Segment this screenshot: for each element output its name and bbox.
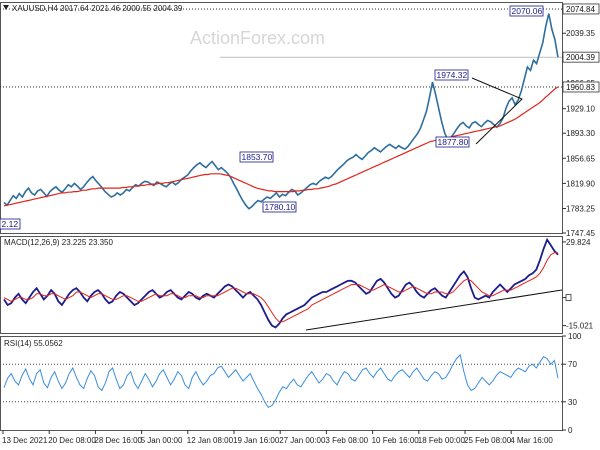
panel-frame-1	[0, 236, 563, 334]
price-y-tick: 1819.90	[562, 179, 595, 188]
rsi-y-tick-label: 70	[568, 360, 577, 369]
macd-trendline	[305, 289, 563, 331]
annotation-box	[0, 218, 21, 230]
x-axis-tick: 28 Dec 16:00	[94, 430, 143, 445]
x-axis-tick-label: 20 Dec 08:00	[48, 436, 96, 445]
annotation-box	[239, 151, 274, 163]
level-tag-label: 1960.83	[566, 83, 595, 92]
x-axis-tick-label: 4 Mar 16:00	[510, 436, 553, 445]
x-axis-tick-label: 27 Jan 00:00	[279, 436, 326, 445]
macd-y-tick	[562, 294, 572, 301]
annotation-box	[435, 136, 470, 148]
annotation-label: 2.12	[0, 218, 21, 230]
price-y-tick: 2039.35	[562, 29, 595, 38]
x-axis-tick: 27 Jan 00:00	[279, 430, 326, 445]
price-y-tick: 1856.65	[562, 154, 595, 163]
annotation-label: 1780.10	[262, 201, 297, 213]
annotation-text: 1853.70	[242, 152, 273, 162]
rsi-line	[3, 353, 559, 409]
x-axis-tick: 5 Jan 00:00	[141, 430, 183, 445]
price-y-tick: 1929.10	[562, 105, 595, 114]
rsi-y-tick: 100	[562, 332, 582, 341]
annotation-text: 1877.80	[438, 137, 469, 147]
annotation-label: 1853.70	[239, 151, 274, 163]
annotation-label: 1974.32	[434, 69, 469, 81]
macd-y-tick: -15.021	[562, 322, 594, 331]
panel-frame-0	[0, 2, 563, 234]
x-axis-tick-label: 3 Feb 08:00	[325, 436, 368, 445]
rsi-header: RSI(14) 55.0562	[4, 339, 63, 348]
x-axis-tick: 13 Dec 2021	[2, 430, 48, 445]
x-axis-tick: 12 Jan 08:00	[187, 430, 234, 445]
x-axis-tick-label: 19 Jan 16:00	[233, 436, 280, 445]
macd-y-tick: 29.824	[562, 238, 591, 247]
level-tag-label: 2074.84	[566, 5, 595, 14]
macd-zero-marker	[565, 294, 572, 301]
price-y-tick: 1747.45	[562, 229, 595, 238]
price-y-tick-label: 2039.35	[566, 29, 595, 38]
price-y-tick: 1783.25	[562, 205, 595, 214]
price-y-tick: 1893.30	[562, 129, 595, 138]
moving-average-line	[3, 86, 559, 207]
macd-header: MACD(12,26,9) 23.225 23.350	[4, 238, 114, 247]
level-tag-box	[562, 3, 600, 15]
dropdown-triangle-icon	[3, 5, 9, 10]
rsi-y-tick: 0	[562, 426, 573, 435]
annotation-text: 2.12	[2, 219, 19, 229]
x-axis-tick: 25 Feb 08:00	[464, 430, 512, 445]
price-y-tick-label: 1819.90	[566, 179, 595, 188]
rsi-y-tick: 70	[562, 360, 577, 369]
x-axis-tick: 3 Feb 08:00	[325, 430, 369, 445]
level-tag-box	[562, 51, 600, 63]
x-axis-tick: 20 Dec 08:00	[48, 430, 96, 445]
triangle-pattern	[471, 77, 523, 145]
x-axis-tick-label: 18 Feb 00:00	[418, 436, 466, 445]
price-y-tick-label: 1783.25	[566, 205, 595, 214]
x-axis-tick-label: 10 Feb 16:00	[372, 436, 420, 445]
price-y-tick-label: 1747.45	[566, 229, 595, 238]
macd-y-tick-label: 29.824	[566, 238, 591, 247]
x-axis-tick: 19 Jan 16:00	[233, 430, 280, 445]
level-tag-label: 2004.39	[566, 53, 595, 62]
x-axis-tick-label: 25 Feb 08:00	[464, 436, 512, 445]
annotation-text: 1780.10	[265, 202, 296, 212]
panel-frame-2	[0, 336, 563, 431]
price-y-tick-label: 1929.10	[566, 105, 595, 114]
annotation-text: 2070.06	[512, 6, 543, 16]
level-tag-box	[562, 81, 600, 93]
rsi-y-tick-label: 100	[568, 332, 582, 341]
annotation-text: 1974.32	[437, 70, 468, 80]
price-y-tick-label: 1856.65	[566, 154, 595, 163]
macd-line	[3, 237, 559, 329]
price-series-line	[3, 13, 559, 210]
price-header: XAUUSD,H4 2017.64 2021.46 2000.55 2004.3…	[12, 4, 183, 13]
x-axis-tick-label: 28 Dec 16:00	[94, 436, 142, 445]
rsi-y-tick-label: 0	[568, 426, 573, 435]
x-axis-tick-label: 13 Dec 2021	[2, 436, 48, 445]
watermark: ActionForex.com	[190, 28, 325, 48]
annotation-label: 2070.06	[509, 5, 544, 17]
x-axis-tick: 4 Mar 16:00	[510, 430, 553, 445]
rsi-y-tick: 30	[562, 398, 577, 407]
signal-line	[3, 252, 558, 323]
x-axis-tick-label: 5 Jan 00:00	[141, 436, 183, 445]
price-y-tick-label: 1893.30	[566, 129, 595, 138]
annotation-box	[262, 201, 297, 213]
annotation-box	[434, 69, 469, 81]
x-axis-tick: 18 Feb 00:00	[418, 430, 466, 445]
annotation-box	[509, 5, 544, 17]
x-axis-tick-label: 12 Jan 08:00	[187, 436, 234, 445]
macd-y-tick-label: -15.021	[566, 322, 594, 331]
rsi-y-tick-label: 30	[568, 398, 577, 407]
x-axis-tick: 10 Feb 16:00	[372, 430, 420, 445]
annotation-label: 1877.80	[435, 136, 470, 148]
